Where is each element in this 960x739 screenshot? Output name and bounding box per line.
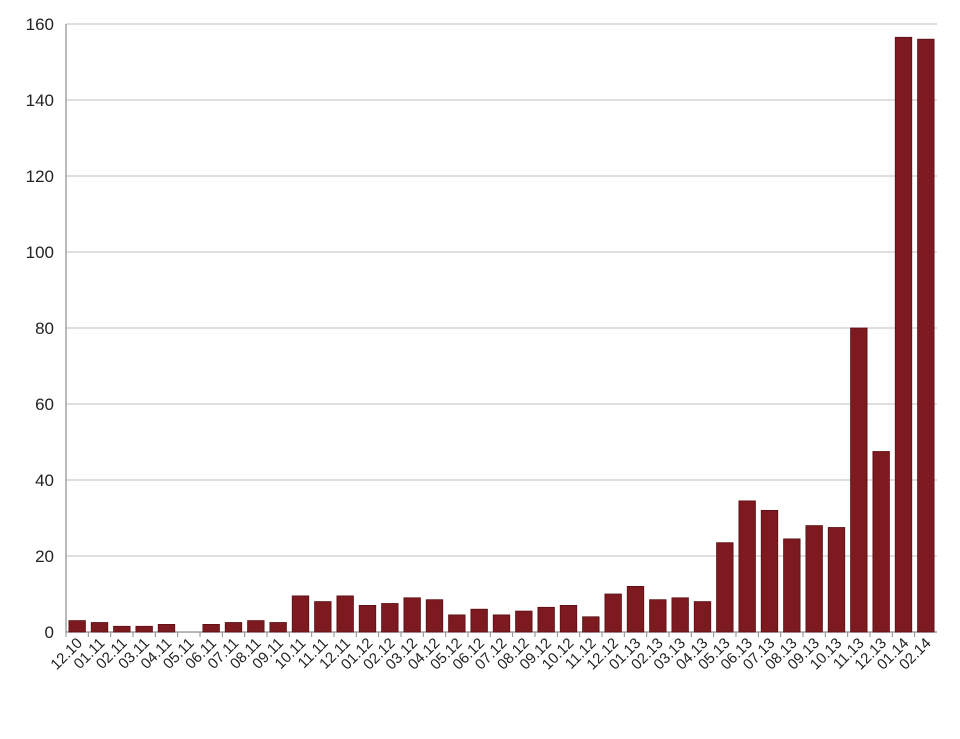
bar (314, 601, 332, 633)
bar (738, 500, 756, 633)
bar (604, 593, 622, 633)
bar (68, 620, 86, 633)
bar (224, 622, 243, 633)
bar (113, 625, 131, 633)
y-tick-label: 20 (35, 547, 54, 566)
bar (269, 622, 287, 633)
bar (470, 608, 488, 633)
bar (358, 605, 377, 633)
bar (649, 599, 667, 633)
bar (403, 597, 421, 633)
bar (805, 525, 823, 633)
bar (917, 38, 935, 633)
bar (515, 610, 533, 633)
bar (559, 605, 578, 633)
bar (157, 624, 176, 633)
bar (693, 601, 712, 633)
bar (135, 625, 153, 633)
bar (894, 36, 913, 633)
bar (872, 451, 890, 633)
bar (760, 509, 779, 633)
bar (492, 614, 511, 633)
bar (291, 595, 310, 633)
y-tick-label: 140 (26, 91, 54, 110)
y-tick-label: 40 (35, 471, 54, 490)
y-tick-label: 120 (26, 167, 54, 186)
bar (448, 614, 466, 633)
bar (202, 624, 220, 633)
bar (716, 542, 734, 633)
bar (783, 538, 801, 633)
bar (582, 616, 600, 633)
bar (626, 586, 645, 633)
y-tick-label: 80 (35, 319, 54, 338)
y-tick-label: 60 (35, 395, 54, 414)
bar (90, 622, 109, 633)
bar (425, 599, 444, 633)
bar (850, 327, 868, 633)
bar (537, 606, 555, 633)
bar (381, 603, 399, 633)
bar (247, 620, 265, 633)
y-tick-label: 0 (45, 623, 54, 642)
bar (827, 527, 846, 633)
bar (671, 597, 689, 633)
y-tick-label: 100 (26, 243, 54, 262)
bar (336, 595, 354, 633)
y-tick-label: 160 (26, 15, 54, 34)
